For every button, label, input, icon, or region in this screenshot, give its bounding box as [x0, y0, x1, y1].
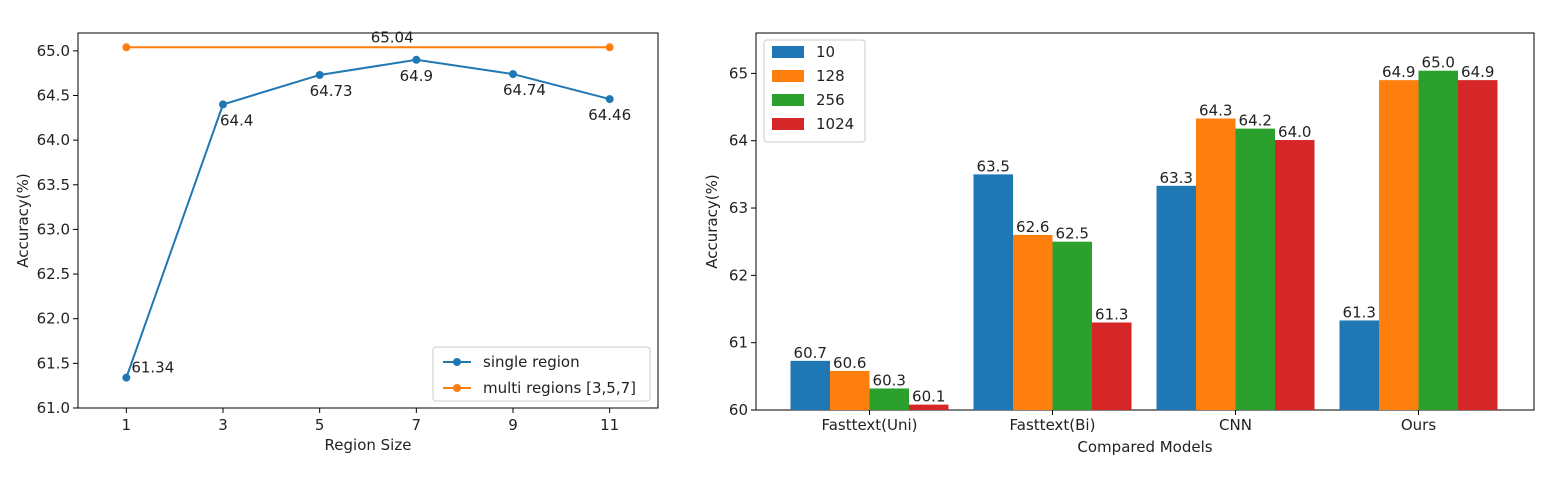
legend-marker [453, 384, 461, 392]
series-single-region-point [605, 95, 614, 104]
data-label: 62.5 [1056, 225, 1089, 243]
y-tick-label: 60 [729, 401, 748, 419]
x-tick-label: 1 [122, 416, 132, 434]
bar [1052, 241, 1092, 410]
x-tick-label: 5 [315, 416, 325, 434]
data-label: 64.74 [503, 81, 546, 99]
y-tick-label: 61 [729, 334, 748, 352]
bar [1379, 80, 1419, 410]
bar-chart: 60 61 62 63 64 65 Fasttext(Uni) Fasttext(Bi) CNN… [703, 32, 1535, 456]
legend-label: multi regions [3,5,7] [483, 379, 636, 397]
y-tick-label: 61.0 [37, 399, 70, 417]
series-single-region-line [125, 58, 610, 378]
data-label: 63.5 [977, 157, 1010, 175]
series-single-region-point [219, 100, 227, 109]
legend-swatch [772, 94, 804, 106]
y-axis-label: Accuracy(%) [703, 174, 721, 268]
legend-label: 10 [816, 43, 835, 61]
y-tick-label: 62.0 [37, 310, 70, 328]
data-label: 61.3 [1095, 305, 1128, 323]
legend-label: 1024 [816, 115, 854, 133]
x-tick-label: Ours [1401, 416, 1436, 434]
plot-frame [77, 32, 659, 409]
data-label: 64.46 [588, 106, 631, 124]
series-single-region-point [122, 373, 131, 382]
x-tick-label: 7 [412, 416, 422, 434]
data-label: 64.9 [1382, 63, 1415, 81]
y-tick-label: 65 [729, 64, 748, 82]
x-tick-label: 11 [600, 416, 619, 434]
bar [790, 360, 830, 410]
series-multi-regions-point [605, 43, 614, 52]
y-tick-label: 63.5 [37, 176, 70, 194]
bar [830, 370, 870, 410]
legend-label: single region [483, 353, 580, 371]
data-label: 65.04 [371, 28, 414, 46]
bar [1235, 128, 1275, 410]
y-axis-label: Accuracy(%) [14, 173, 32, 267]
bar [1418, 70, 1458, 410]
data-label: 60.6 [833, 354, 866, 372]
legend-swatch [772, 46, 804, 58]
series-single-region-point [412, 55, 421, 64]
data-label: 64.3 [1199, 101, 1232, 119]
data-label: 64.2 [1239, 112, 1272, 130]
data-label: 60.1 [912, 388, 945, 406]
legend-label: 256 [816, 91, 845, 109]
bar [869, 388, 909, 410]
legend-label: 128 [816, 67, 845, 85]
data-label: 64.73 [310, 82, 353, 100]
y-tick-label: 64.5 [37, 87, 70, 105]
data-label: 60.7 [794, 344, 827, 362]
series-single-region-point [315, 70, 324, 79]
bar [1092, 322, 1132, 410]
data-label: 64.9 [400, 67, 433, 85]
data-label: 62.6 [1016, 218, 1049, 236]
legend-box [432, 346, 651, 402]
y-tick-label: 65.0 [37, 42, 70, 60]
plot-frame [755, 32, 1535, 411]
bar [1275, 140, 1315, 410]
legend-swatch [772, 118, 804, 130]
y-tick-label: 61.5 [37, 354, 70, 372]
bar [1156, 185, 1196, 410]
x-tick-label: Fasttext(Bi) [1010, 416, 1096, 434]
bar [1013, 234, 1053, 410]
data-label: 64.4 [220, 111, 253, 129]
bar [1339, 320, 1379, 410]
data-label: 60.3 [873, 371, 906, 389]
bar [909, 404, 949, 410]
y-tick-label: 62 [729, 266, 748, 284]
legend-box [763, 39, 866, 143]
data-label: 63.3 [1160, 169, 1193, 187]
x-axis-label: Region Size [325, 436, 412, 454]
y-tick-label: 62.5 [37, 265, 70, 283]
legend-marker [453, 358, 461, 366]
data-label: 61.3 [1343, 303, 1376, 321]
data-label: 64.0 [1278, 123, 1311, 141]
x-tick-label: CNN [1219, 416, 1252, 434]
series-single-region-point [509, 70, 517, 79]
bar [973, 174, 1013, 410]
line-chart: 61.0 61.5 62.0 62.5 63.0 63.5 64.0 64.5 65.0 1 3 5 7… [14, 28, 659, 454]
bar [1196, 118, 1236, 410]
data-label: 61.34 [131, 359, 174, 377]
x-tick-label: Fasttext(Uni) [821, 416, 917, 434]
data-label: 65.0 [1422, 54, 1455, 72]
legend-swatch [772, 70, 804, 82]
bar [1458, 80, 1498, 410]
y-tick-label: 63.0 [37, 220, 70, 238]
series-multi-regions-point [122, 43, 131, 52]
x-tick-label: 9 [508, 416, 518, 434]
data-label: 64.9 [1461, 63, 1494, 81]
y-tick-label: 64.0 [37, 131, 70, 149]
x-tick-label: 3 [218, 416, 228, 434]
x-axis-label: Compared Models [1077, 438, 1212, 456]
y-tick-label: 63 [729, 199, 748, 217]
y-tick-label: 64 [729, 132, 748, 150]
